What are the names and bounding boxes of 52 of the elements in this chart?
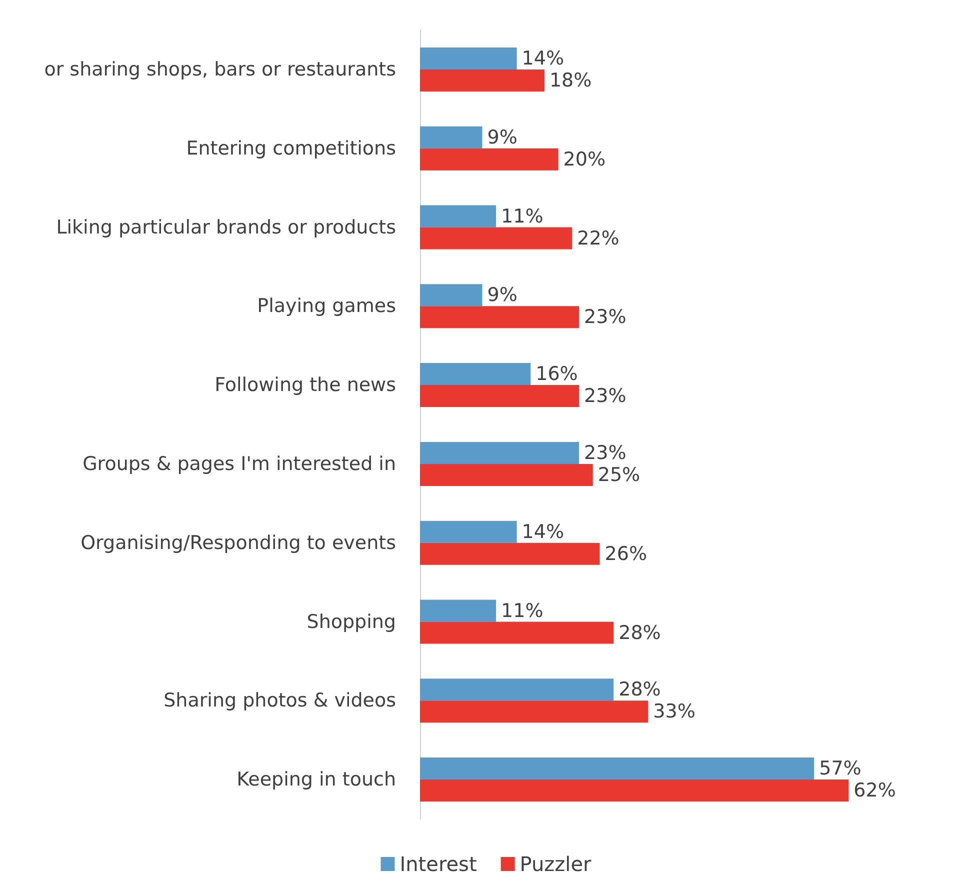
data-label: 11% bbox=[501, 600, 544, 622]
y-tick-label: Shopping bbox=[306, 610, 396, 633]
data-label: 33% bbox=[653, 700, 696, 723]
bar bbox=[420, 542, 600, 565]
bar bbox=[420, 622, 614, 644]
data-label: 22% bbox=[577, 227, 620, 250]
data-label: 23% bbox=[584, 306, 626, 328]
y-tick-label: Playing games bbox=[257, 295, 396, 318]
data-label: 23% bbox=[584, 442, 626, 464]
data-label: 18% bbox=[549, 69, 592, 92]
y-tick-label: or sharing shops, bars or restaurants bbox=[44, 58, 396, 80]
data-label: 57% bbox=[819, 758, 862, 780]
bar bbox=[420, 464, 593, 486]
bar bbox=[420, 205, 496, 228]
y-tick-label: Following the news bbox=[214, 374, 396, 396]
bar bbox=[420, 700, 648, 723]
y-tick-label: Sharing photos & videos bbox=[164, 690, 396, 712]
data-label: 9% bbox=[487, 126, 518, 148]
data-label: 25% bbox=[598, 464, 640, 486]
data-label: 16% bbox=[536, 363, 578, 386]
bar bbox=[420, 47, 517, 70]
data-label: 23% bbox=[584, 385, 626, 408]
data-label: 14% bbox=[522, 520, 564, 543]
bar bbox=[420, 780, 849, 802]
y-tick-label: Keeping in touch bbox=[236, 768, 396, 791]
data-label: 14% bbox=[522, 47, 564, 70]
data-label: 28% bbox=[618, 678, 661, 701]
y-tick-label: Groups & pages I'm interested in bbox=[82, 452, 396, 475]
data-label: 9% bbox=[487, 284, 518, 306]
data-label: 20% bbox=[563, 148, 606, 170]
bar bbox=[420, 758, 814, 780]
bar bbox=[420, 385, 580, 408]
legend-label: Puzzler bbox=[520, 852, 592, 876]
data-label: 28% bbox=[618, 622, 661, 644]
bar bbox=[420, 442, 580, 464]
bar bbox=[420, 126, 482, 148]
bar bbox=[420, 363, 531, 386]
y-tick-label: Organising/Responding to events bbox=[80, 532, 396, 554]
y-tick-label: Entering competitions bbox=[186, 137, 396, 160]
bar bbox=[420, 227, 572, 250]
bar bbox=[420, 148, 558, 170]
legend-label: Interest bbox=[400, 852, 477, 876]
bar bbox=[420, 678, 614, 701]
bar bbox=[420, 306, 580, 328]
bar bbox=[420, 69, 544, 92]
data-label: 11% bbox=[501, 205, 544, 228]
bar bbox=[420, 284, 482, 306]
bar bbox=[420, 600, 496, 622]
data-label: 26% bbox=[604, 542, 648, 565]
data-label: 62% bbox=[854, 780, 896, 802]
bar bbox=[420, 520, 517, 543]
y-tick-label: Liking particular brands or products bbox=[56, 216, 396, 238]
